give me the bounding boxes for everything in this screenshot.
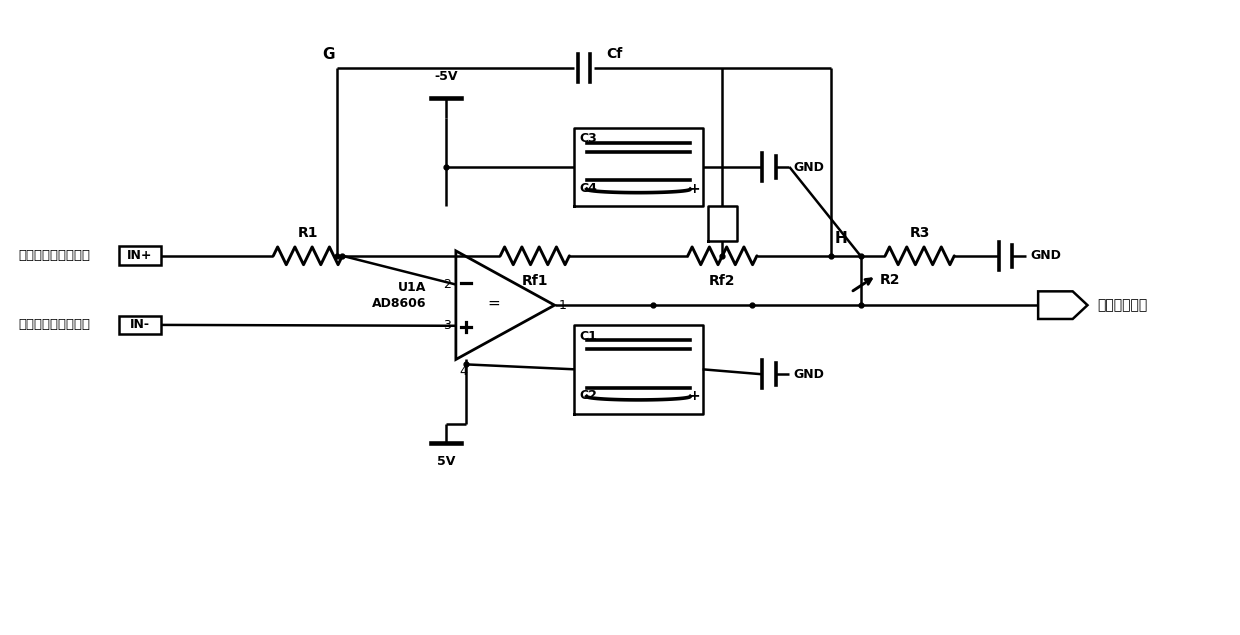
Text: 3: 3 [443, 319, 451, 332]
Text: 1: 1 [558, 298, 567, 312]
Text: C4: C4 [579, 182, 598, 195]
Text: GND: GND [1030, 250, 1061, 262]
Text: 至绝对值电路: 至绝对值电路 [1097, 298, 1147, 312]
Text: C3: C3 [579, 133, 596, 145]
Text: +: + [688, 182, 699, 196]
Text: C2: C2 [579, 389, 598, 403]
Text: G: G [322, 48, 335, 62]
Bar [119, 316, 161, 334]
Text: H: H [835, 231, 848, 246]
Text: -5V: -5V [434, 70, 458, 83]
Text: U1A: U1A [398, 281, 427, 294]
Text: C1: C1 [579, 330, 598, 343]
Text: 籽粒碰撞传感器负极: 籽粒碰撞传感器负极 [19, 318, 91, 331]
Text: R1: R1 [298, 226, 319, 240]
Text: 籽粒碰撞传感器正极: 籽粒碰撞传感器正极 [19, 250, 91, 262]
Text: GND: GND [794, 161, 825, 173]
Text: IN-: IN- [130, 318, 150, 331]
Text: GND: GND [794, 368, 825, 381]
Bar [119, 246, 161, 265]
Text: 5V: 5V [436, 455, 455, 468]
Text: Rf2: Rf2 [709, 274, 735, 288]
Text: IN+: IN+ [128, 250, 153, 262]
Text: R3: R3 [909, 226, 930, 240]
Text: 4: 4 [460, 365, 467, 378]
Text: R2: R2 [880, 274, 900, 288]
Text: Rf1: Rf1 [522, 274, 548, 288]
Text: 2: 2 [443, 278, 451, 291]
Text: AD8606: AD8606 [372, 297, 427, 310]
Text: +: + [688, 389, 699, 403]
Text: =: = [487, 296, 500, 311]
Text: Cf: Cf [606, 48, 622, 62]
